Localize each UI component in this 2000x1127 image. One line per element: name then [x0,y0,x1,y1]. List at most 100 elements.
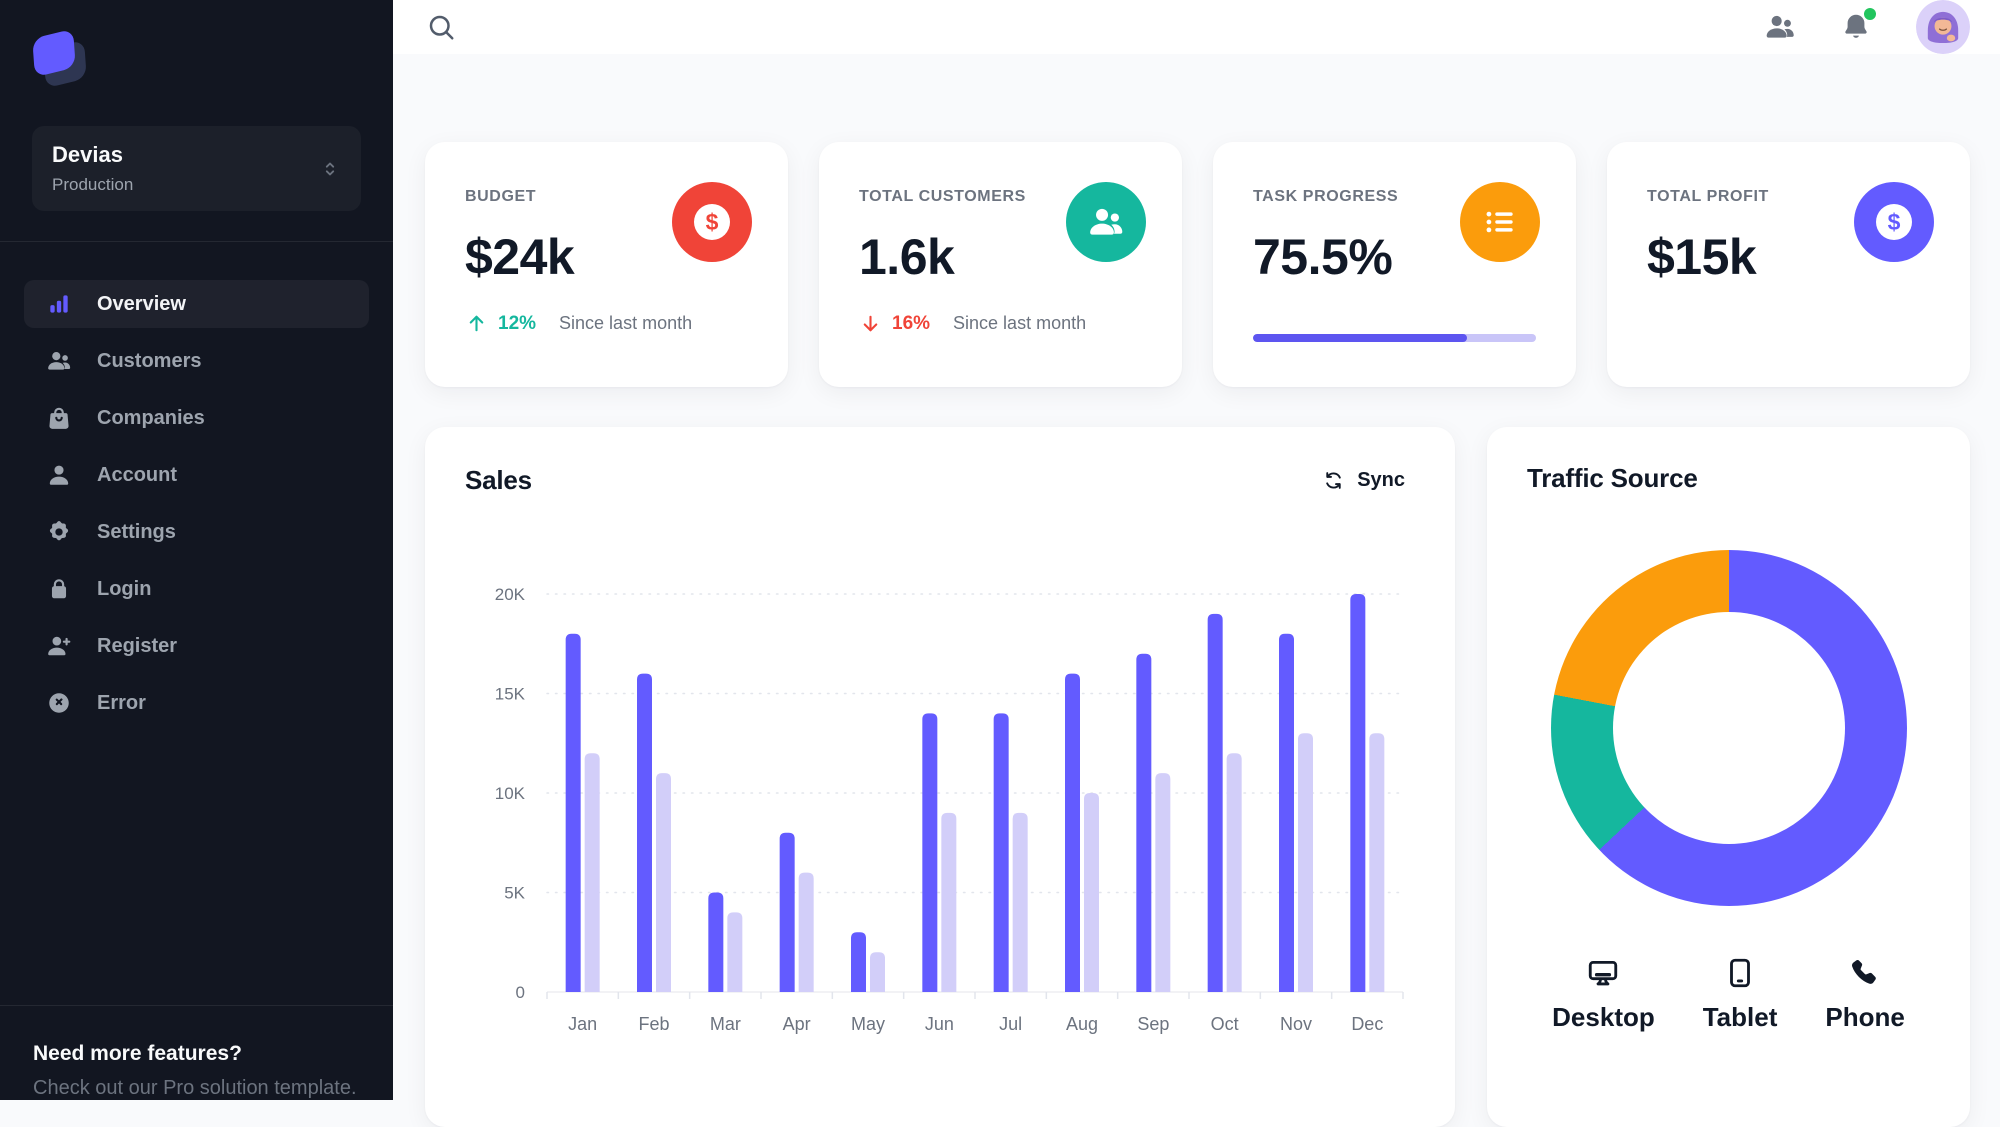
stats-row: BUDGET $24k $ 12% Since last month TOTAL… [425,142,1970,387]
sidebar-item-label: Customers [97,349,202,372]
svg-text:20K: 20K [495,585,526,604]
footer-subtitle: Check out our Pro solution template. [33,1077,357,1099]
unfold-chevron-icon [319,158,341,180]
arrow-up-icon [465,312,488,335]
stat-card-total-customers: TOTAL CUSTOMERS 1.6k 16% Since last mont… [819,142,1182,387]
stat-value: $15k [1647,229,1757,285]
sidebar-divider [0,241,393,242]
sidebar-item-customers[interactable]: Customers [24,337,369,385]
shopping-bag-icon [46,405,72,431]
lock-icon [46,576,72,602]
svg-text:0: 0 [516,983,525,1002]
legend-item-phone: Phone [1825,956,1905,1033]
svg-text:Aug: Aug [1066,1014,1098,1034]
sidebar-item-register[interactable]: Register [24,622,369,670]
main-area: BUDGET $24k $ 12% Since last month TOTAL… [393,0,2000,1127]
workspace-name: Devias [52,142,123,167]
stat-trend: 16% Since last month [859,312,1142,335]
stat-value: 75.5% [1253,229,1393,285]
sidebar-item-error[interactable]: Error [24,679,369,727]
stat-value: 1.6k [859,229,955,285]
charts-row: Sales Sync 0 5K 10K 15K 20K Jan Feb Mar Apr May Ju… [425,427,1970,1127]
sales-title: Sales [465,465,532,495]
task-progress-bar [1253,334,1536,342]
user-avatar[interactable] [1916,0,1970,54]
trend-percent: 12% [498,312,537,334]
sidebar-item-login[interactable]: Login [24,565,369,613]
sidebar-item-label: Companies [97,406,205,429]
sidebar-item-label: Account [97,463,177,486]
trend-caption: Since last month [559,313,693,333]
sidebar-item-label: Settings [97,520,176,543]
svg-text:Nov: Nov [1280,1014,1312,1034]
svg-text:Oct: Oct [1211,1014,1239,1034]
svg-text:Dec: Dec [1351,1014,1383,1034]
dollar-icon: $ [694,204,730,240]
trend-caption: Since last month [953,313,1087,333]
traffic-source-card: Traffic Source Desktop Tablet Phone [1487,427,1970,1127]
notification-status-dot [1864,8,1876,20]
sales-bar-chart: 0 5K 10K 15K 20K Jan Feb Mar Apr May Jun Jul Aug Sep O… [465,552,1415,1042]
stat-badge: $ [1854,182,1934,262]
phone-icon [1848,956,1882,990]
legend-item-desktop: Desktop [1552,956,1655,1033]
traffic-title: Traffic Source [1527,463,1698,493]
task-progress-fill [1253,334,1467,342]
sync-button[interactable]: Sync [1312,463,1415,498]
svg-text:Feb: Feb [638,1014,669,1034]
gear-icon [46,519,72,545]
svg-text:Jul: Jul [999,1014,1022,1034]
list-icon [1481,203,1519,241]
devias-logo-icon [32,28,89,89]
sidebar-item-overview[interactable]: Overview [24,280,369,328]
users-icon [46,348,72,374]
svg-text:15K: 15K [495,685,526,704]
stat-badge [1066,182,1146,262]
user-icon [46,462,72,488]
traffic-legend: Desktop Tablet Phone [1527,956,1930,1033]
stat-card-total-profit: TOTAL PROFIT $15k $ [1607,142,1970,387]
stat-label: TOTAL PROFIT [1647,188,1769,205]
desktop-icon [1586,956,1620,990]
stat-trend: 12% Since last month [465,312,748,335]
sidebar-item-settings[interactable]: Settings [24,508,369,556]
donut-hole [1612,612,1845,844]
stat-label: TOTAL CUSTOMERS [859,188,1026,205]
svg-text:Sep: Sep [1137,1014,1169,1034]
sidebar-item-label: Overview [97,292,186,315]
footer-title: Need more features? [33,1042,242,1065]
workspace-env: Production [52,175,134,194]
sidebar-item-label: Register [97,634,178,657]
svg-text:Jan: Jan [568,1014,597,1034]
stat-value: $24k [465,229,575,285]
sidebar-footer-divider [0,1005,393,1006]
search-icon[interactable] [426,12,456,42]
svg-text:10K: 10K [495,784,526,803]
svg-text:Mar: Mar [710,1014,741,1034]
contacts-users-icon[interactable] [1764,11,1796,43]
svg-text:Jun: Jun [925,1014,954,1034]
stat-card-task-progress: TASK PROGRESS 75.5% [1213,142,1576,387]
sidebar: Devias Production Overview Customers Com… [0,0,393,1100]
trend-percent: 16% [892,312,931,334]
stat-badge [1460,182,1540,262]
stat-label: TASK PROGRESS [1253,188,1399,205]
dollar-icon: $ [1876,204,1912,240]
svg-text:5K: 5K [504,884,525,903]
x-circle-icon [46,690,72,716]
sidebar-item-account[interactable]: Account [24,451,369,499]
stat-label: BUDGET [465,188,537,205]
svg-text:Apr: Apr [783,1014,811,1034]
notifications-bell-icon[interactable] [1840,8,1876,43]
workspace-selector[interactable]: Devias Production [32,126,361,211]
traffic-donut-chart [1550,550,1907,906]
sidebar-item-label: Login [97,577,152,600]
users-icon [1087,203,1125,241]
chart-bar-icon [46,291,72,317]
legend-item-tablet: Tablet [1703,956,1777,1033]
top-bar [393,0,2000,54]
sidebar-item-companies[interactable]: Companies [24,394,369,442]
sidebar-item-label: Error [97,691,146,714]
sales-card: Sales Sync 0 5K 10K 15K 20K Jan Feb Mar Apr May Ju… [425,427,1455,1127]
sync-icon [1322,469,1345,492]
